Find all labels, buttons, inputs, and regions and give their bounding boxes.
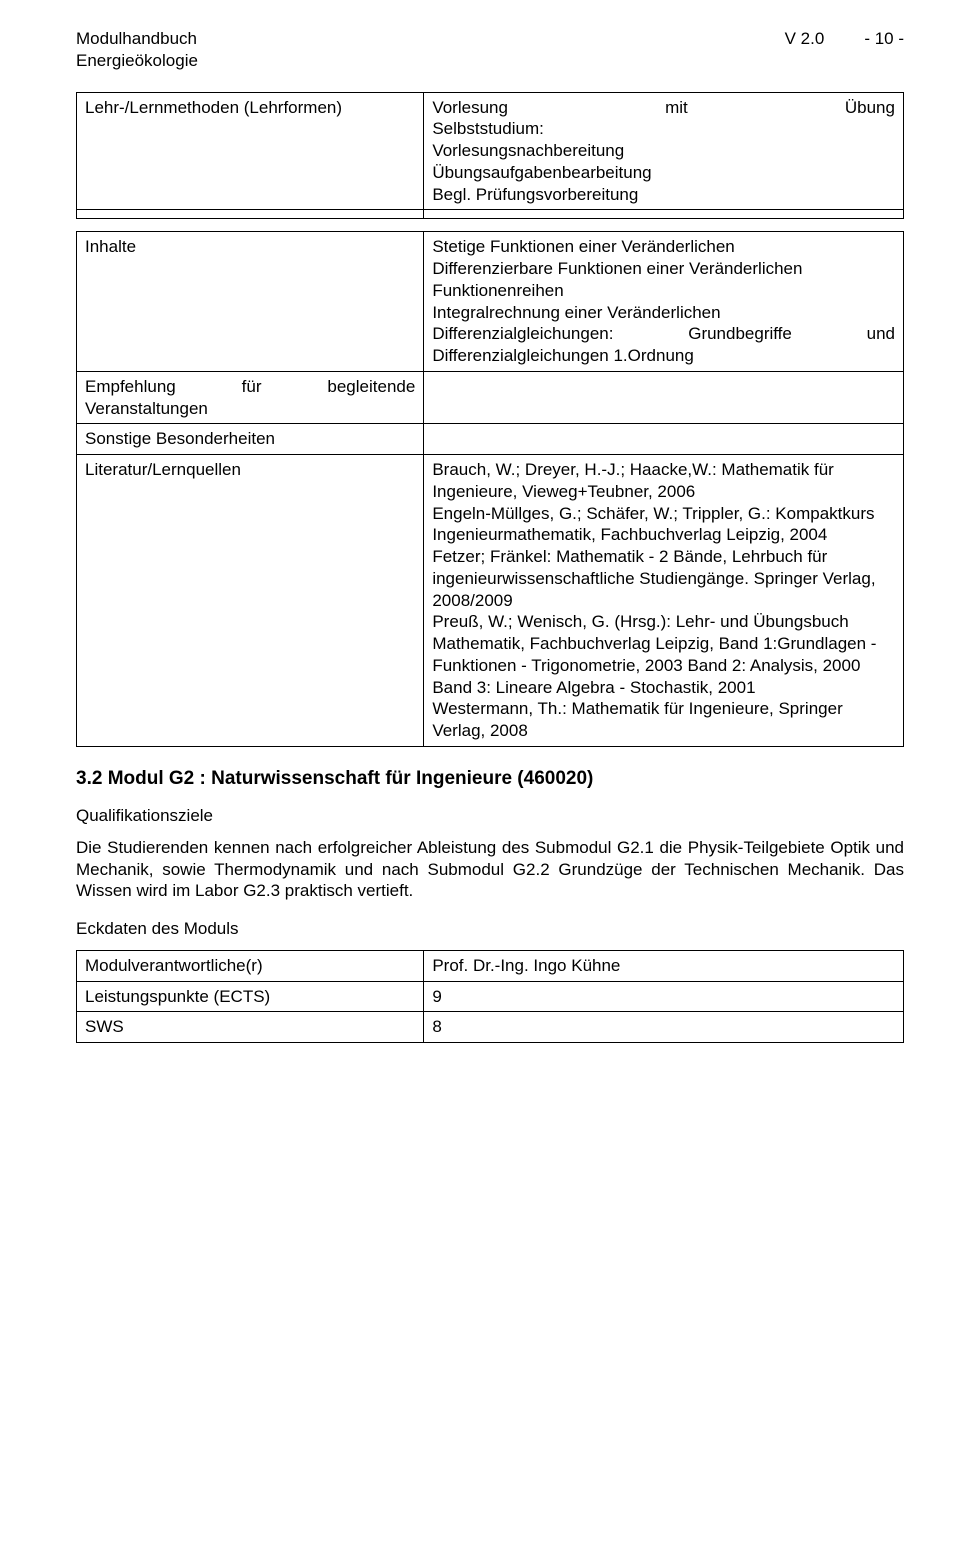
inhalte-label: Inhalte bbox=[77, 232, 424, 372]
sws-value: 8 bbox=[424, 1012, 904, 1043]
qualifikationsziele-text: Die Studierenden kennen nach erfolgreich… bbox=[76, 837, 904, 902]
modulverantwortliche-label: Modulverantwortliche(r) bbox=[77, 950, 424, 981]
inhalte-line: Integralrechnung einer Veränderlichen bbox=[432, 302, 895, 324]
methods-value: Vorlesung mit Übung Selbststudium: Vorle… bbox=[424, 92, 904, 210]
table-row bbox=[77, 210, 904, 219]
table-row: Empfehlung für begleitende Veranstaltung… bbox=[77, 371, 904, 424]
qualifikationsziele-label: Qualifikationsziele bbox=[76, 805, 904, 827]
table-row: Lehr-/Lernmethoden (Lehrformen) Vorlesun… bbox=[77, 92, 904, 210]
table-row: Leistungspunkte (ECTS) 9 bbox=[77, 981, 904, 1012]
table-row: Literatur/Lernquellen Brauch, W.; Dreyer… bbox=[77, 455, 904, 747]
page-header: Modulhandbuch Energieökologie V 2.0 - 10… bbox=[76, 28, 904, 72]
sws-label: SWS bbox=[77, 1012, 424, 1043]
text: Übung bbox=[845, 97, 895, 119]
header-title-block: Modulhandbuch Energieökologie bbox=[76, 28, 745, 72]
inhalte-line: Differenzialgleichungen 1.Ordnung bbox=[432, 345, 895, 367]
table-row: Sonstige Besonderheiten bbox=[77, 424, 904, 455]
table-row: SWS 8 bbox=[77, 1012, 904, 1043]
methods-line1: Vorlesung mit Übung bbox=[432, 97, 895, 119]
methods-line3: Vorlesungsnachbereitung bbox=[432, 140, 895, 162]
methods-line2: Selbststudium: bbox=[432, 118, 895, 140]
header-line1: Modulhandbuch bbox=[76, 28, 745, 50]
empty-cell bbox=[77, 210, 424, 219]
sonstige-label: Sonstige Besonderheiten bbox=[77, 424, 424, 455]
text: begleitende bbox=[327, 376, 415, 398]
header-version: V 2.0 bbox=[785, 28, 825, 50]
table-row: Modulverantwortliche(r) Prof. Dr.-Ing. I… bbox=[77, 950, 904, 981]
section-heading: 3.2 Modul G2 : Naturwissenschaft für Ing… bbox=[76, 767, 904, 791]
sonstige-value bbox=[424, 424, 904, 455]
text: mit bbox=[665, 97, 688, 119]
inhalte-value: Stetige Funktionen einer Veränderlichen … bbox=[424, 232, 904, 372]
inhalte-line: Differenzierbare Funktionen einer Veränd… bbox=[432, 258, 895, 280]
methods-label: Lehr-/Lernmethoden (Lehrformen) bbox=[77, 92, 424, 210]
modulverantwortliche-value: Prof. Dr.-Ing. Ingo Kühne bbox=[424, 950, 904, 981]
text: für bbox=[242, 376, 262, 398]
methods-line4: Übungsaufgabenbearbeitung bbox=[432, 162, 895, 184]
header-line2: Energieökologie bbox=[76, 50, 745, 72]
content-table: Inhalte Stetige Funktionen einer Verände… bbox=[76, 231, 904, 747]
header-page-number: - 10 - bbox=[864, 28, 904, 50]
inhalte-line: Differenzialgleichungen: Grundbegriffe u… bbox=[432, 323, 895, 345]
text: Veranstaltungen bbox=[85, 398, 415, 420]
eckdaten-table: Modulverantwortliche(r) Prof. Dr.-Ing. I… bbox=[76, 950, 904, 1043]
empfehlung-value bbox=[424, 371, 904, 424]
text: und bbox=[867, 323, 895, 345]
text: Empfehlung bbox=[85, 376, 176, 398]
table-row: Inhalte Stetige Funktionen einer Verände… bbox=[77, 232, 904, 372]
inhalte-line: Funktionenreihen bbox=[432, 280, 895, 302]
ects-value: 9 bbox=[424, 981, 904, 1012]
literatur-value: Brauch, W.; Dreyer, H.-J.; Haacke,W.: Ma… bbox=[424, 455, 904, 747]
eckdaten-label: Eckdaten des Moduls bbox=[76, 918, 904, 940]
empty-cell bbox=[424, 210, 904, 219]
text: Grundbegriffe bbox=[688, 323, 792, 345]
methods-line5: Begl. Prüfungsvorbereitung bbox=[432, 184, 895, 206]
text: Vorlesung bbox=[432, 97, 508, 119]
ects-label: Leistungspunkte (ECTS) bbox=[77, 981, 424, 1012]
literatur-label: Literatur/Lernquellen bbox=[77, 455, 424, 747]
text: Differenzialgleichungen: bbox=[432, 323, 613, 345]
inhalte-line: Stetige Funktionen einer Veränderlichen bbox=[432, 236, 895, 258]
empfehlung-label: Empfehlung für begleitende Veranstaltung… bbox=[77, 371, 424, 424]
methods-table: Lehr-/Lernmethoden (Lehrformen) Vorlesun… bbox=[76, 92, 904, 220]
